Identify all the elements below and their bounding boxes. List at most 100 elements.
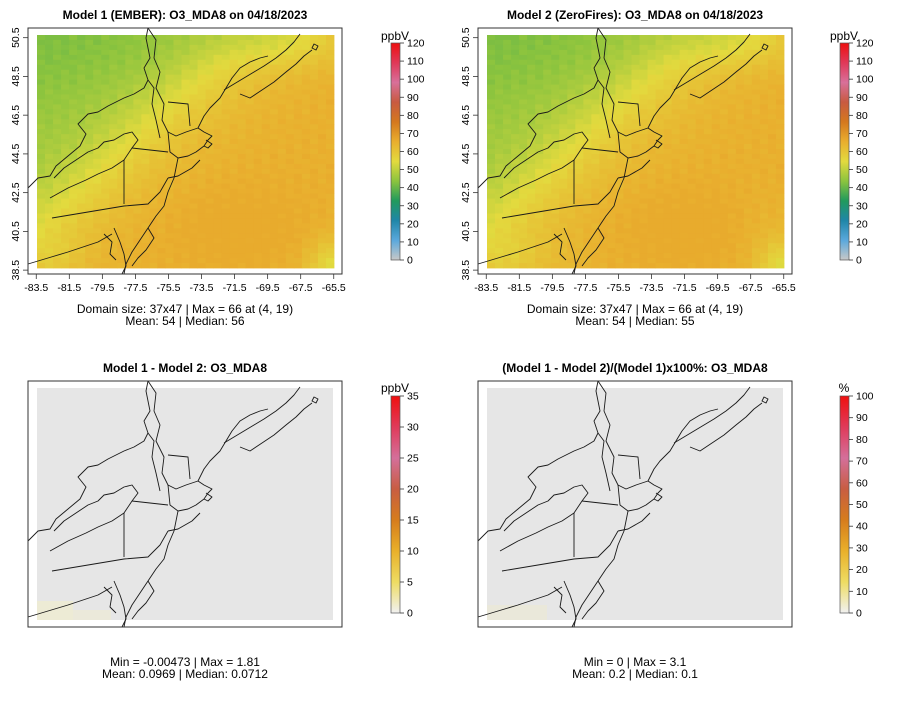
heatmap-cell — [727, 39, 737, 46]
heatmap-cell — [93, 238, 102, 244]
heatmap-cell — [45, 218, 54, 224]
heatmap-cell — [165, 218, 174, 224]
heatmap-cell — [703, 39, 713, 46]
heatmap-cell — [727, 188, 737, 195]
heatmap-cell — [487, 178, 496, 185]
heatmap-cell — [309, 44, 319, 51]
heatmap-cell — [671, 168, 681, 175]
heatmap-cell — [535, 99, 544, 105]
heatmap-cell — [213, 208, 223, 214]
heatmap-cell — [639, 54, 648, 61]
heatmap-cell — [535, 158, 544, 165]
heatmap-cell — [309, 168, 319, 175]
heatmap-cell — [245, 149, 255, 155]
heatmap-cell — [53, 64, 62, 71]
heatmap-cell — [703, 218, 713, 224]
heatmap-cell — [85, 79, 94, 85]
heatmap-cell — [221, 158, 231, 165]
heatmap-cell — [591, 74, 600, 81]
heatmap-cell — [639, 134, 648, 140]
heatmap-cell — [551, 163, 560, 170]
heatmap-cell — [117, 134, 126, 140]
heatmap-cell — [53, 134, 62, 140]
heatmap-cell — [567, 119, 576, 125]
heatmap-cell — [695, 35, 705, 41]
heatmap-cell — [695, 99, 705, 105]
heatmap-cell — [663, 193, 673, 199]
heatmap-cell — [503, 44, 512, 51]
heatmap-cell — [301, 59, 311, 66]
heatmap-cell — [53, 258, 62, 264]
heatmap-cell — [655, 114, 664, 120]
heatmap-cell — [695, 119, 705, 125]
heatmap-cell — [205, 183, 214, 190]
heatmap-cell — [615, 79, 624, 85]
heatmap-cell — [325, 198, 335, 204]
heatmap-cell — [269, 213, 279, 219]
heatmap-cell — [45, 89, 54, 95]
heatmap-cell — [165, 69, 174, 76]
heatmap-cell — [631, 198, 640, 204]
heatmap-cell — [181, 139, 190, 145]
heatmap-cell — [93, 44, 102, 51]
x-tick-label: -79.5 — [90, 282, 114, 294]
heatmap-cell — [53, 44, 62, 51]
heatmap-cell — [221, 124, 231, 130]
heatmap-cell — [261, 208, 271, 214]
heatmap-cell — [591, 238, 600, 244]
heatmap-cell — [261, 193, 271, 199]
heatmap-cell — [671, 44, 681, 51]
heatmap-cell — [45, 119, 54, 125]
heatmap-cell — [727, 178, 737, 185]
heatmap-cell — [639, 218, 648, 224]
heatmap-cell — [695, 129, 705, 135]
heatmap-cell — [663, 213, 673, 219]
heatmap-cell — [527, 39, 536, 46]
heatmap-cell — [663, 129, 673, 135]
heatmap-cell — [261, 233, 271, 239]
heatmap-cell — [775, 158, 785, 165]
heatmap-cell — [775, 54, 785, 61]
heatmap-cell — [221, 64, 231, 71]
heatmap-cell — [495, 238, 504, 244]
heatmap-cell — [229, 243, 239, 249]
heatmap-cell — [213, 228, 223, 234]
heatmap-cell — [631, 178, 640, 185]
heatmap-cell — [551, 84, 560, 90]
heatmap-cell — [567, 233, 576, 239]
heatmap-cell — [511, 119, 520, 125]
heatmap-cell — [117, 218, 126, 224]
heatmap-cell — [45, 114, 54, 120]
heatmap-cell — [583, 233, 592, 239]
heatmap-cell — [149, 163, 158, 170]
heatmap-cell — [527, 79, 536, 85]
heatmap-cell — [285, 258, 295, 264]
heatmap-cell — [173, 153, 182, 160]
heatmap-cell — [575, 59, 584, 66]
heatmap-cell — [93, 168, 102, 175]
heatmap-cell — [85, 84, 94, 90]
heatmap-cell — [269, 99, 279, 105]
heatmap-cell — [325, 193, 335, 199]
heatmap-cell — [487, 69, 496, 76]
heatmap-cell — [775, 149, 785, 155]
heatmap-cell — [567, 144, 576, 150]
heatmap-cell — [61, 79, 70, 85]
heatmap-cell — [535, 35, 544, 41]
heatmap-cell — [759, 94, 769, 100]
heatmap-cell — [543, 193, 552, 199]
heatmap-cell — [559, 139, 568, 145]
heatmap-cell — [157, 238, 166, 244]
heatmap-cell — [101, 193, 110, 199]
heatmap-cell — [77, 89, 86, 95]
heatmap-cell — [149, 129, 158, 135]
heatmap-cell — [567, 124, 576, 130]
heatmap-cell — [543, 153, 552, 160]
heatmap-cell — [165, 119, 174, 125]
heatmap-cell — [767, 253, 777, 259]
heatmap-cell — [157, 218, 166, 224]
heatmap-cell — [631, 89, 640, 95]
heatmap-cell — [141, 233, 150, 239]
heatmap-cell — [583, 134, 592, 140]
heatmap-cell — [37, 134, 46, 140]
